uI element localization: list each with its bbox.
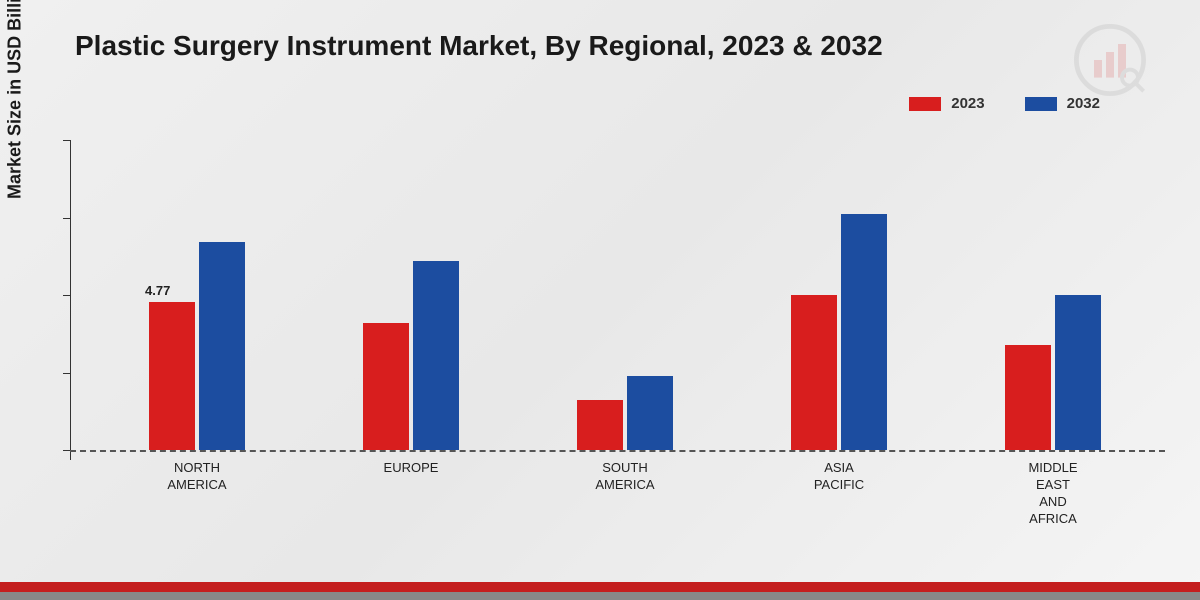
legend: 2023 2032 bbox=[909, 95, 1100, 112]
bar-group bbox=[973, 295, 1133, 450]
footer-red-stripe bbox=[0, 582, 1200, 592]
bar-2032 bbox=[1055, 295, 1101, 450]
legend-swatch-2023 bbox=[909, 97, 941, 111]
bar-group bbox=[331, 261, 491, 450]
x-axis-label: SOUTH AMERICA bbox=[545, 460, 705, 528]
y-tick bbox=[63, 218, 71, 219]
x-axis-labels: NORTH AMERICA EUROPE SOUTH AMERICA ASIA PAC… bbox=[90, 460, 1160, 528]
bar-2023 bbox=[577, 400, 623, 450]
legend-item-2023: 2023 bbox=[909, 95, 984, 112]
x-axis-label: EUROPE bbox=[331, 460, 491, 528]
baseline bbox=[70, 450, 1165, 452]
bar-2032 bbox=[841, 214, 887, 450]
y-tick bbox=[63, 140, 71, 141]
bar-group bbox=[545, 376, 705, 450]
bar-2023 bbox=[363, 323, 409, 450]
bar-2032 bbox=[199, 242, 245, 450]
footer-grey-stripe bbox=[0, 592, 1200, 600]
watermark-logo bbox=[1070, 20, 1150, 100]
bar-2023 bbox=[1005, 345, 1051, 450]
y-axis-label: Market Size in USD Billion bbox=[5, 0, 26, 199]
bar-2023 bbox=[791, 295, 837, 450]
bars-container: 4.77 bbox=[90, 140, 1160, 450]
legend-label-2032: 2032 bbox=[1067, 95, 1100, 112]
bar-group bbox=[759, 214, 919, 450]
bar-2032 bbox=[413, 261, 459, 450]
bar-group: 4.77 bbox=[117, 242, 277, 450]
legend-label-2023: 2023 bbox=[951, 95, 984, 112]
bar-2032 bbox=[627, 376, 673, 450]
footer-bar bbox=[0, 582, 1200, 600]
bar-value-label: 4.77 bbox=[145, 283, 170, 298]
legend-item-2032: 2032 bbox=[1025, 95, 1100, 112]
legend-swatch-2032 bbox=[1025, 97, 1057, 111]
x-axis-label: NORTH AMERICA bbox=[117, 460, 277, 528]
bar-2023 bbox=[149, 302, 195, 450]
chart-title: Plastic Surgery Instrument Market, By Re… bbox=[75, 30, 883, 62]
x-axis-label: ASIA PACIFIC bbox=[759, 460, 919, 528]
x-axis-label: MIDDLE EAST AND AFRICA bbox=[973, 460, 1133, 528]
y-axis-line bbox=[70, 140, 71, 460]
y-tick bbox=[63, 295, 71, 296]
y-tick bbox=[63, 373, 71, 374]
